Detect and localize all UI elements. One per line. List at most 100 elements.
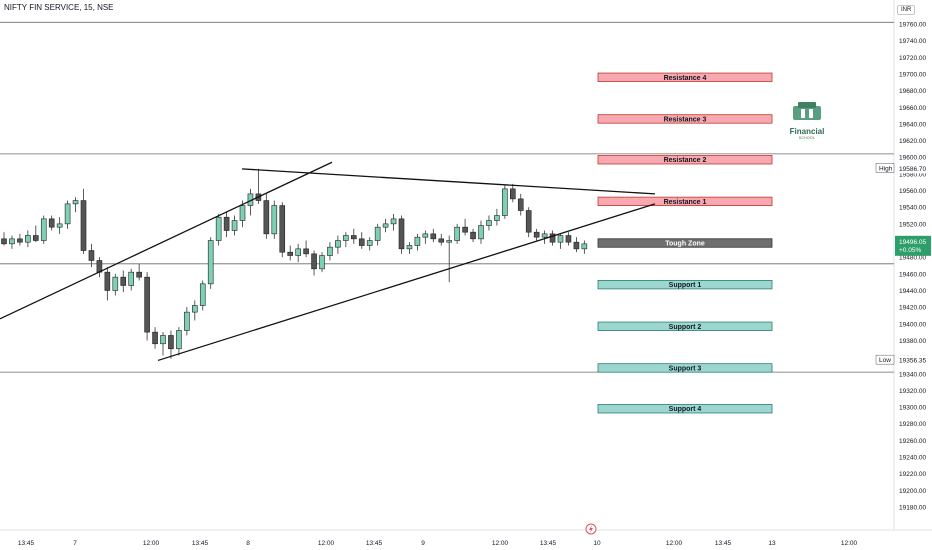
candle-down [509,188,516,200]
low-marker-value-box [895,355,931,366]
currency-badge[interactable]: INR [897,5,916,15]
candle-down [104,271,111,291]
zone-label: Support 2 [669,324,702,331]
y-tick-label: 19440.00 [899,288,926,295]
candle-up [557,235,564,243]
logo-emblem-icon [793,102,821,120]
y-tick-label: 19680.00 [899,88,926,95]
low-marker-value: 19356.35 [899,358,926,365]
y-tick-label: 19540.00 [899,205,926,212]
candle-up [56,223,63,228]
y-tick-label: 19740.00 [899,38,926,45]
candle-down [311,253,317,270]
zone-support-3[interactable] [597,363,773,373]
y-tick-label: 19260.00 [899,438,926,445]
symbol-title[interactable]: NIFTY FIN SERVICE, 15, NSE [4,3,114,12]
last-price-box [895,235,931,256]
zone-label: Tough Zone [665,241,705,248]
candle-up [40,218,47,241]
financial-school-logo: Financial SCHOOL [776,100,838,140]
candle-up [295,248,301,256]
y-tick-label: 19480.00 [899,255,926,262]
x-tick-label: 8 [246,540,250,547]
zone-label: Support 1 [669,282,702,289]
x-tick-label: 12:00 [492,540,509,547]
y-tick-label: 19240.00 [899,455,926,462]
zone-label: Support 4 [669,406,702,413]
candle-down [136,271,142,278]
y-tick-label: 19380.00 [899,338,926,345]
x-tick-label: 7 [73,540,77,547]
candle-up [454,226,460,241]
x-tick-label: 12:00 [318,540,335,547]
candle-up [502,188,508,216]
candle-up [406,245,413,250]
candle-down [398,218,405,250]
x-tick-label: 10 [593,540,601,547]
zone-support-2[interactable] [597,321,773,331]
candle-down [358,238,365,246]
zone-tough-zone[interactable] [597,238,773,248]
candle-up [478,225,484,240]
candle-down [32,235,39,241]
zone-resistance-1[interactable] [597,196,773,207]
candle-down [152,331,158,345]
candle-up [215,216,222,241]
x-tick-label: 12:00 [666,540,683,547]
y-tick-label: 19520.00 [899,221,926,228]
candle-up [239,205,246,221]
zone-resistance-4[interactable] [597,72,773,82]
x-tick-label: 13:45 [366,540,383,547]
candle-down [279,205,286,253]
trendline[interactable] [241,168,656,195]
candle-up [327,246,333,256]
candle-up [390,218,397,225]
candle-down [168,335,174,350]
logo-subtitle: SCHOOL [798,136,816,140]
y-tick-label: 19580.00 [899,171,926,178]
candle-down [430,233,437,240]
candle-up [335,240,341,248]
candle-up [366,240,373,246]
y-tick-label: 19420.00 [899,305,926,312]
candle-up [319,255,325,270]
zone-support-1[interactable] [597,280,773,290]
y-tick-label: 19280.00 [899,421,926,428]
x-tick-label: 13:45 [540,540,557,547]
candle-up [184,311,190,331]
candle-down [48,218,55,228]
candle-up [72,200,79,205]
last-price-value: 19496.05 [899,239,926,246]
candle-down [549,233,556,243]
candle-up [486,220,492,226]
zone-resistance-3[interactable] [597,114,773,124]
candle-down [88,250,95,261]
trendline[interactable] [0,161,333,320]
zone-label: Support 3 [669,365,702,372]
price-axis-bg [894,0,932,550]
candle-down [303,248,309,255]
candle-up [374,226,381,241]
y-tick-label: 19300.00 [899,405,926,412]
y-tick-label: 19760.00 [899,22,926,29]
y-tick-label: 19660.00 [899,105,926,112]
candle-up [25,235,31,243]
candle-up [9,238,15,245]
candle-down [80,200,87,251]
candle-up [581,243,588,250]
candle-down [17,238,23,243]
candle-up [414,236,421,246]
trendline[interactable] [157,203,656,362]
candle-up [382,223,389,228]
candle-down [533,231,540,238]
zone-resistance-2[interactable] [597,155,773,165]
y-tick-label: 19220.00 [899,471,926,478]
candle-up [64,203,71,225]
y-tick-label: 19600.00 [899,155,926,162]
candle-up [422,233,429,238]
candle-down [1,238,7,245]
zone-support-4[interactable] [597,404,773,414]
candle-down [120,276,127,286]
y-tick-label: 19320.00 [899,388,926,395]
